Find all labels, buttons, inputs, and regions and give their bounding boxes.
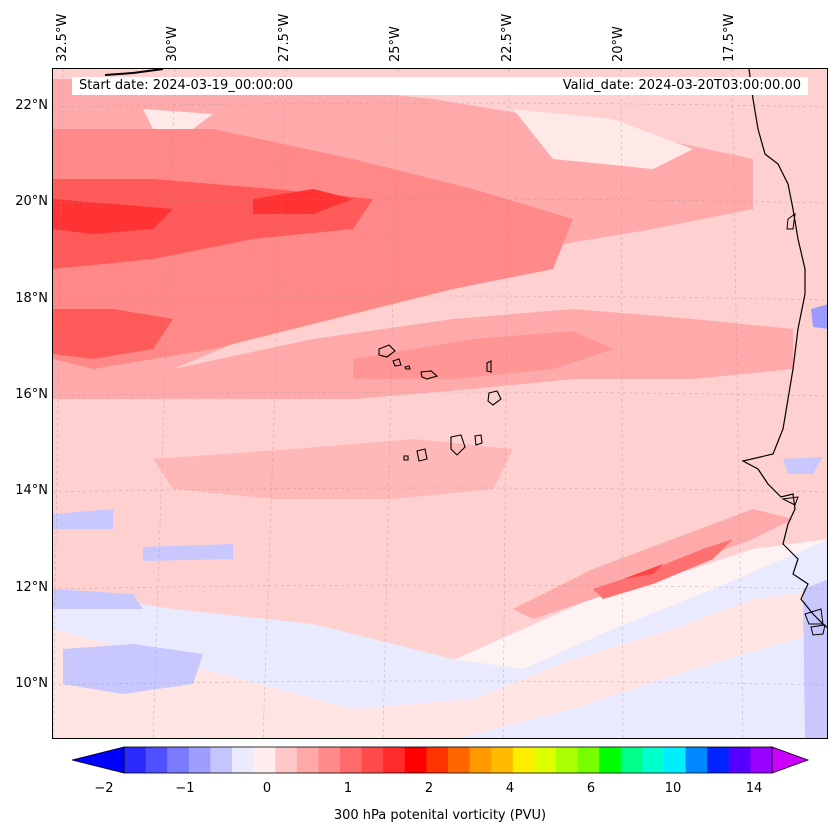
colorbar-cell [124,747,147,773]
colorbar-cell [599,747,622,773]
latitude-label: 12°N [15,580,48,595]
colorbar-cell [664,747,687,773]
longitude-label: 30°W [165,26,180,62]
colorbar-cells [124,747,773,773]
colorbar-cell [512,747,535,773]
pv-core-deep-red-2 [253,189,353,214]
longitude-label: 22.5°W [500,13,515,62]
latitude-label: 18°N [15,291,48,306]
pv-band-pink-lower [153,439,513,499]
colorbar-cell [188,747,211,773]
map-panel[interactable] [52,68,828,739]
pv-blue-patch [53,509,113,529]
colorbar-cell [556,747,579,773]
colorbar-cell [383,747,406,773]
latitude-label: 20°N [15,194,48,209]
colorbar-cell [426,747,449,773]
pv-core-deep-red [53,199,173,234]
colorbar-cell [318,747,341,773]
start-date-label: Start date: 2024-03-19_00:00:00 [79,78,294,93]
colorbar-tick-label: 0 [262,781,272,796]
colorbar-cell [448,747,471,773]
colorbar-cell [253,747,276,773]
colorbar-cell [167,747,190,773]
pv-lightpink-southwest [53,589,827,738]
latitude-label: 22°N [15,98,48,113]
graticule [53,69,827,738]
latitude-label: 16°N [15,387,48,402]
colorbar-tick-label: −2 [94,781,114,796]
pv-streak-pink [513,509,793,619]
colorbar-cell [145,747,168,773]
valid-date-label: Valid_date: 2024-03-20T03:00:00.00 [562,78,801,93]
cape-verde-islands [378,344,502,462]
colorbar-tick-label: 4 [505,781,515,796]
pv-blue-patch [143,544,233,561]
pv-core-red-west [53,309,173,359]
latitude-label: 14°N [15,483,48,498]
longitude-label: 32.5°W [55,13,70,62]
colorbar-tick-label: 2 [424,781,434,796]
pv-blue-patch [63,644,203,694]
longitude-label: 20°W [611,26,626,62]
africa-island [810,624,826,636]
colorbar-outline [123,746,773,774]
pv-blue-east-2 [803,579,827,738]
longitude-label: 25°W [388,26,403,62]
info-bar: Start date: 2024-03-19_00:00:00 Valid_da… [72,77,808,95]
colorbar-cell [685,747,708,773]
colorbar-cell [491,747,514,773]
pv-streak-red [593,539,733,599]
pv-blue-patch [53,589,143,609]
colorbar-min-arrow [72,746,125,774]
colorbar-tick-label: 14 [745,781,763,796]
pv-lightpink-patch [513,109,693,169]
colorbar-cell [728,747,751,773]
pv-contour-map [53,69,827,738]
pv-streak-core [623,564,663,579]
north-coast-segment [104,69,164,76]
colorbar-cell [750,747,773,773]
colorbar-cell [361,747,384,773]
colorbar-cell [232,747,255,773]
colorbar [72,746,810,774]
colorbar-cell [210,747,233,773]
colorbar-max-arrow [771,746,810,774]
colorbar-tick-label: 1 [343,781,353,796]
colorbar-cell [469,747,492,773]
colorbar-tick-label: 10 [664,781,682,796]
pv-blue-patch [783,457,823,474]
pv-lightpink-patch [143,109,213,129]
africa-island [781,496,799,506]
longitude-label: 27.5°W [277,13,292,62]
colorbar-cell [707,747,730,773]
colorbar-cell [577,747,600,773]
colorbar-tick-label: 6 [586,781,596,796]
colorbar-cell [404,747,427,773]
colorbar-cell [340,747,363,773]
africa-island [786,212,796,230]
africa-coastline [741,69,827,629]
colorbar-cell [275,747,298,773]
colorbar-title: 300 hPa potenital vorticity (PVU) [333,808,547,823]
africa-island [804,608,824,625]
pv-blue-east [811,304,827,329]
colorbar-cell [534,747,557,773]
colorbar-cell [620,747,643,773]
colorbar-tick-label: −1 [175,781,195,796]
pv-band-salmon-2 [353,331,613,379]
latitude-label: 10°N [15,676,48,691]
colorbar-cell [642,747,665,773]
longitude-label: 17.5°W [722,13,737,62]
colorbar-cell [296,747,319,773]
